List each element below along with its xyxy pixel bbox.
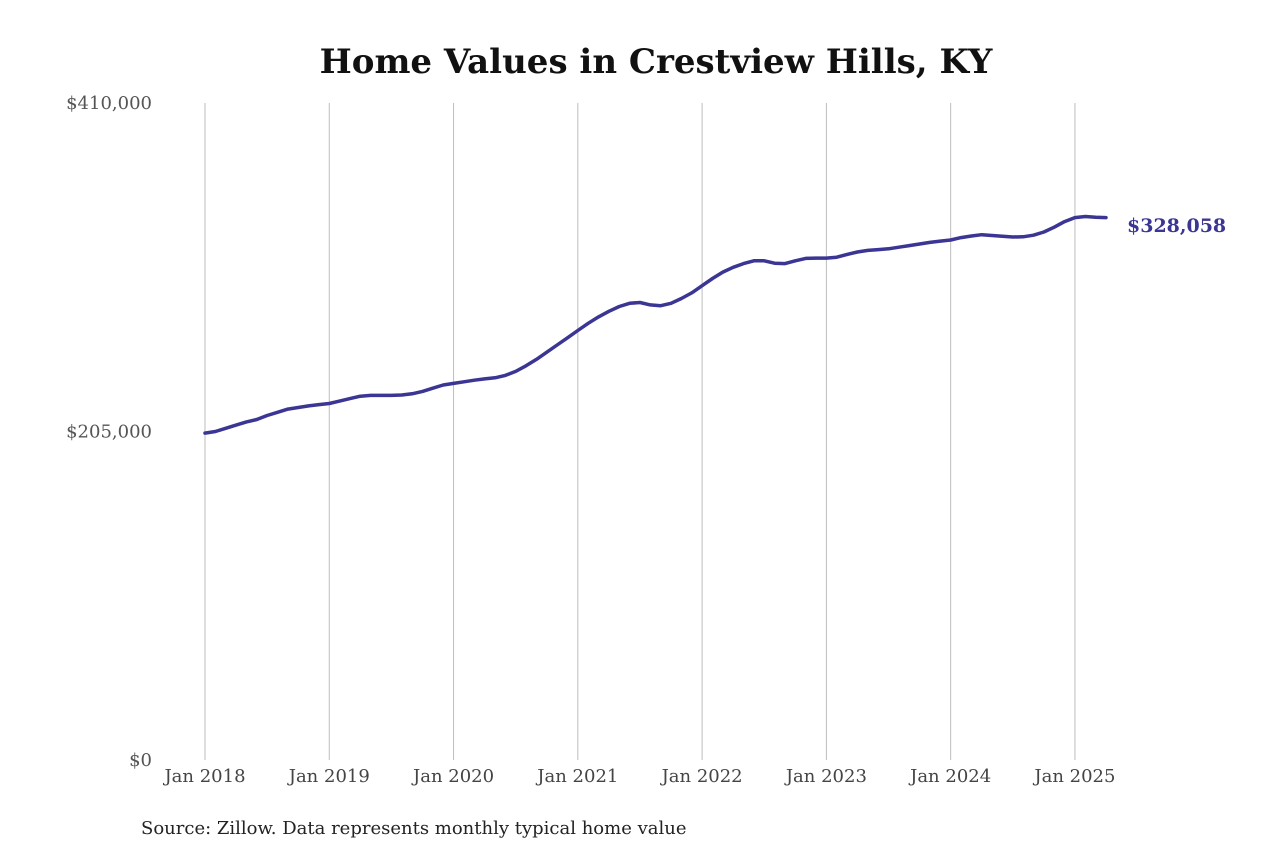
- x-tick-label: Jan 2024: [908, 766, 991, 787]
- y-tick-label: $205,000: [66, 422, 152, 443]
- series-layer: [203, 214, 1108, 435]
- y-axis-ticks: $0 $205,000 $410,000: [66, 93, 152, 771]
- grid-layer: [204, 103, 1076, 760]
- chart-title: Home Values in Crestview Hills, KY: [320, 42, 993, 82]
- x-tick-label: Jan 2021: [535, 766, 618, 787]
- x-axis-ticks: Jan 2018 Jan 2019 Jan 2020 Jan 2021 Jan 2022…: [162, 766, 1115, 787]
- y-tick-label: $410,000: [66, 93, 152, 114]
- source-note: Source: Zillow. Data represents monthly …: [141, 818, 687, 839]
- x-tick-label: Jan 2022: [660, 766, 743, 787]
- x-tick-label: Jan 2025: [1032, 766, 1115, 787]
- y-tick-label: $0: [129, 750, 152, 771]
- x-tick-label: Jan 2018: [162, 766, 245, 787]
- series-line: [203, 214, 1108, 435]
- x-tick-label: Jan 2020: [411, 766, 494, 787]
- x-tick-label: Jan 2023: [784, 766, 867, 787]
- x-tick-label: Jan 2019: [287, 766, 370, 787]
- end-value-label: $328,058: [1127, 215, 1226, 237]
